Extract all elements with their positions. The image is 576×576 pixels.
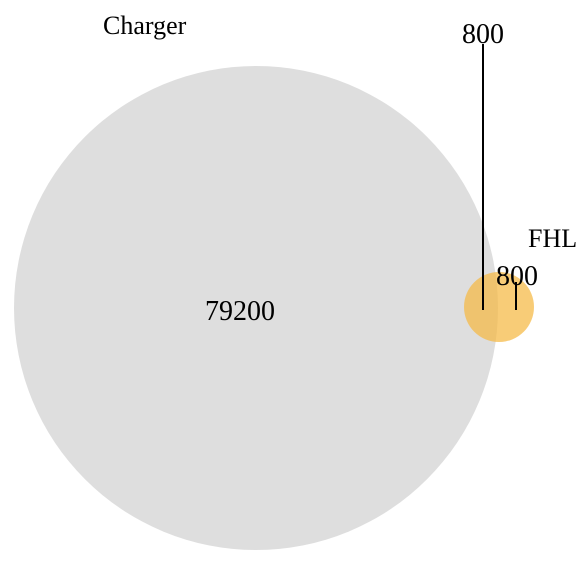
intersection-count: 800 xyxy=(462,19,504,50)
set-fhl-label: FHL xyxy=(528,224,576,253)
fhl-only-count: 800 xyxy=(496,261,538,292)
set-charger-circle xyxy=(14,66,498,550)
set-charger-label: Charger xyxy=(103,11,187,40)
charger-only-count: 79200 xyxy=(205,296,275,327)
